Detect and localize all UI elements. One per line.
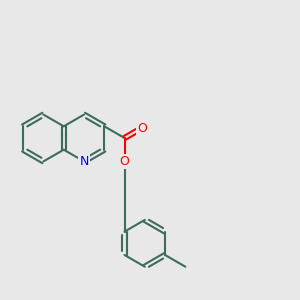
Text: O: O <box>120 155 130 168</box>
Text: O: O <box>137 122 147 135</box>
Text: N: N <box>79 155 89 168</box>
